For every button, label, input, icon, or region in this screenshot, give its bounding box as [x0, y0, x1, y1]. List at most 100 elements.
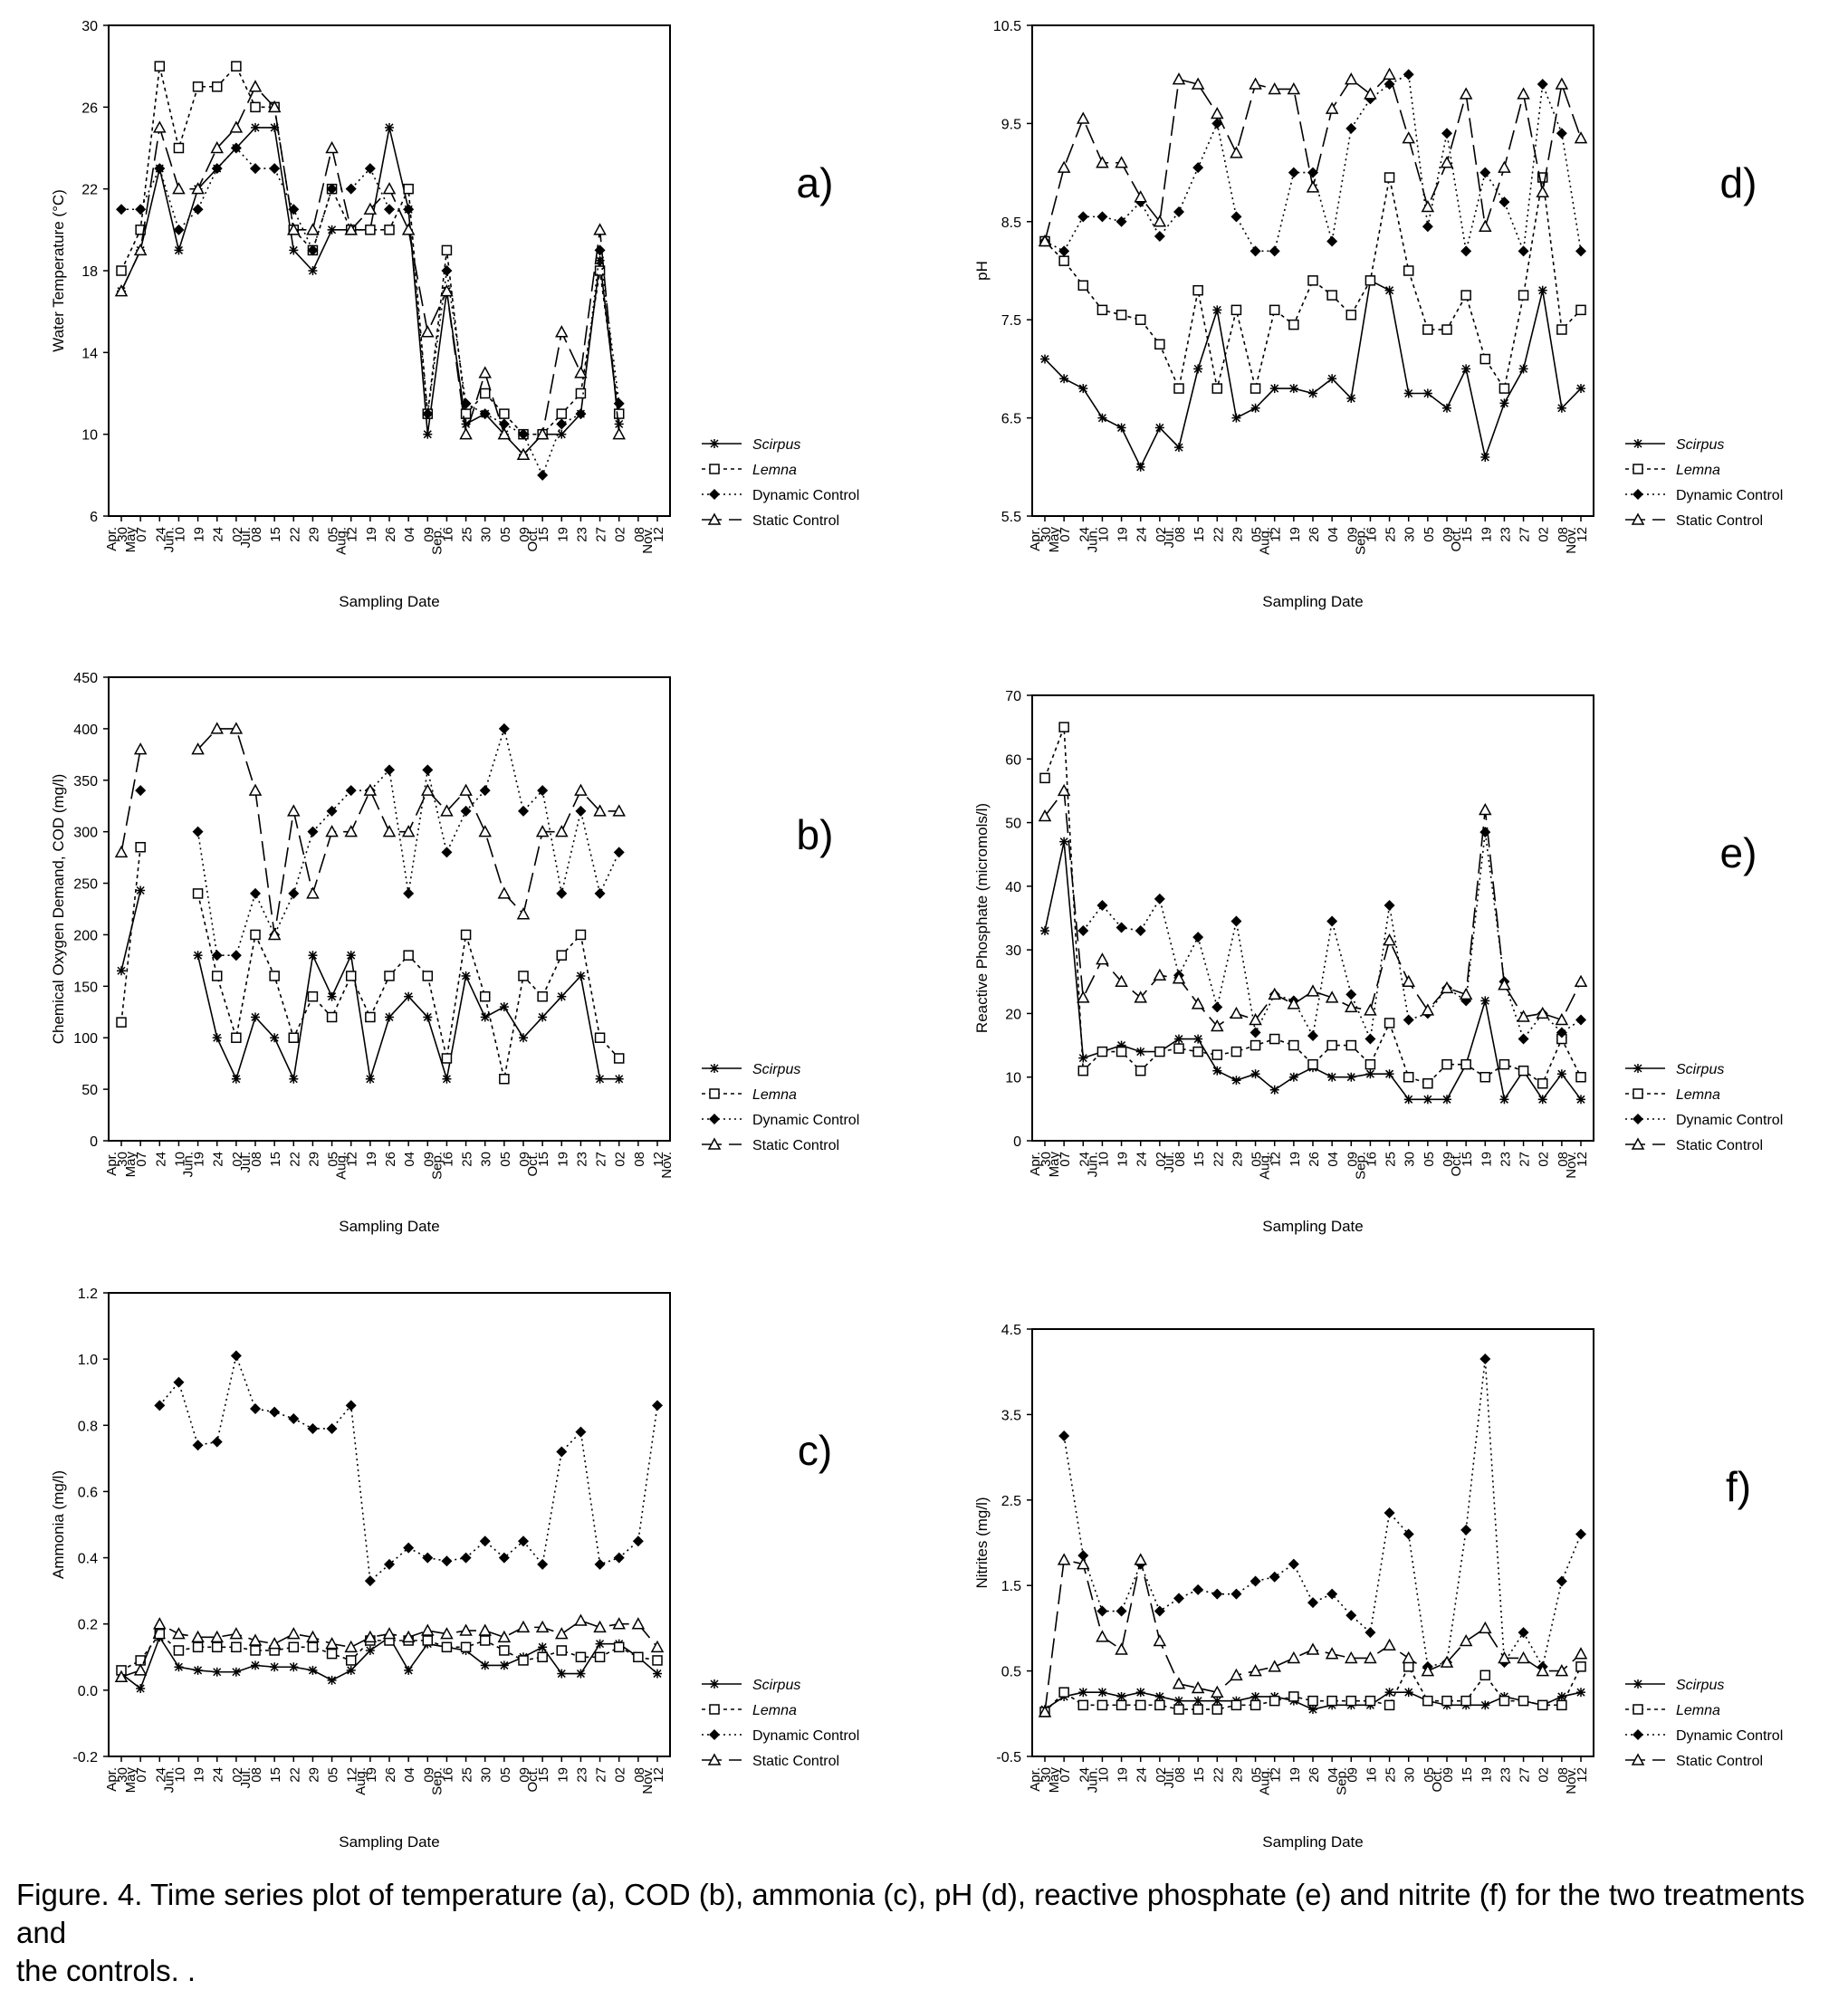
x-axis-title: Sampling Date — [1262, 593, 1364, 610]
data-point — [1499, 383, 1510, 394]
data-point — [1345, 1000, 1358, 1013]
data-point — [1384, 1699, 1395, 1711]
x-month-label: Apr. — [104, 1767, 120, 1792]
x-tick-label: 30 — [1039, 1767, 1054, 1783]
data-point — [460, 1552, 472, 1564]
chart-d: 5.5 6.5 7.5 8.5 9.5 10.5 30 07 24 10 19 24 02 08 15 22 2… — [973, 19, 1783, 610]
data-point — [1480, 996, 1490, 1006]
data-point — [1403, 1095, 1413, 1105]
legend-label: Static Control — [752, 1138, 839, 1153]
data-point — [1250, 1027, 1261, 1038]
x-tick-label: 12 — [1269, 527, 1284, 542]
data-point — [1115, 1642, 1128, 1655]
x-month-label: May — [1047, 527, 1062, 553]
legend-marker — [1631, 512, 1645, 525]
data-point — [269, 971, 280, 981]
series-dynamic-control — [135, 722, 625, 962]
x-tick-label: 26 — [1307, 1767, 1322, 1783]
x-tick-label: 19 — [555, 527, 570, 542]
data-point — [440, 1627, 454, 1640]
chart-f: -0.50.51.52.53.54.530 07 24 10 19 24 02 08 15 22 2… — [973, 1323, 1783, 1851]
data-point — [1269, 1085, 1279, 1095]
x-tick-label: 26 — [383, 1767, 398, 1783]
data-point — [441, 1641, 453, 1653]
data-point — [633, 1651, 644, 1663]
data-point — [1556, 1027, 1567, 1038]
data-point — [537, 990, 548, 1002]
x-tick-label: 05 — [1422, 1152, 1437, 1167]
x-tick-label: 05 — [498, 1767, 513, 1783]
x-tick-label: 04 — [402, 1767, 417, 1783]
x-tick-label: 26 — [383, 1152, 398, 1167]
data-point — [557, 991, 567, 1001]
data-point — [1537, 1077, 1548, 1089]
data-point — [1040, 354, 1049, 364]
chart-panel-f: -0.5 0.5 1.5 2.5 3.5 4.5 30 07 24 10 19 24 02 08 15 22 2… — [924, 1304, 1838, 1865]
data-point — [1326, 1039, 1337, 1051]
y-tick-label: 14 — [81, 346, 98, 361]
data-point — [498, 722, 510, 734]
x-tick-label: 30 — [115, 1767, 130, 1783]
x-month-label: Nov. — [1564, 1767, 1579, 1794]
x-tick-label: 29 — [306, 1152, 321, 1167]
x-month-label: Jul. — [1162, 527, 1177, 548]
data-point — [1154, 893, 1165, 904]
data-point — [1555, 1664, 1569, 1677]
data-point — [535, 825, 550, 837]
x-tick-label: 12 — [1575, 1152, 1590, 1167]
series-static-control — [1038, 1553, 1588, 1717]
legend-item: Dynamic Control — [702, 488, 859, 503]
x-tick-label: 02 — [613, 1767, 628, 1783]
x-tick-label: 19 — [1288, 1767, 1303, 1783]
data-point — [1135, 314, 1146, 325]
data-point — [251, 122, 260, 132]
data-point — [556, 887, 568, 899]
legend-marker — [709, 1729, 720, 1740]
data-point — [365, 1074, 375, 1084]
data-point — [229, 722, 244, 734]
x-month-label: Jul. — [238, 1152, 254, 1172]
data-point — [192, 888, 204, 899]
x-tick-label: 10 — [1096, 1152, 1111, 1167]
data-point — [1192, 1583, 1204, 1595]
x-tick-label: 15 — [536, 527, 551, 542]
x-month-label: Apr. — [1028, 1767, 1043, 1792]
data-point — [537, 1558, 549, 1570]
data-point — [1460, 245, 1472, 257]
series-line — [1044, 789, 1582, 1028]
x-tick-label: 16 — [440, 527, 455, 542]
data-point — [1421, 199, 1435, 213]
x-axis-title: Sampling Date — [339, 593, 440, 610]
data-point — [537, 1651, 548, 1663]
data-point — [231, 1074, 241, 1084]
x-month-label: May — [123, 527, 139, 553]
data-point — [1250, 1039, 1261, 1051]
x-tick-label: 12 — [1269, 1152, 1284, 1167]
data-point — [498, 1552, 510, 1564]
legend-label: Scirpus — [752, 1062, 800, 1077]
series-line — [196, 893, 620, 1079]
x-tick-label: 08 — [1556, 1767, 1571, 1783]
data-point — [250, 929, 261, 941]
x-tick-label: 27 — [1518, 1152, 1533, 1167]
x-tick-label: 12 — [1269, 1767, 1284, 1783]
data-point — [1230, 915, 1242, 927]
data-point — [478, 366, 492, 378]
x-month-label: Aug. — [353, 1767, 369, 1795]
y-tick-label: 1.2 — [78, 1287, 98, 1302]
plot-frame-b — [108, 676, 671, 1142]
data-point — [593, 804, 607, 817]
chart-panel-b: 0 50 100 150 200 250 300 350 400 450 30 07 24 10 19 24 0… — [0, 652, 914, 1249]
y-tick-label: 50 — [81, 1083, 98, 1098]
data-point — [1211, 1049, 1223, 1060]
x-tick-label: 10 — [172, 1152, 187, 1167]
data-point — [1096, 1699, 1108, 1711]
data-point — [1403, 1014, 1414, 1026]
data-point — [518, 971, 529, 981]
data-point — [1518, 1065, 1529, 1076]
data-point — [1402, 1650, 1415, 1664]
y-tick-label: 0.2 — [78, 1618, 98, 1633]
x-tick-label: 05 — [326, 527, 341, 542]
series-static-control — [114, 722, 626, 941]
y-tick-label: 1.5 — [1001, 1579, 1021, 1594]
